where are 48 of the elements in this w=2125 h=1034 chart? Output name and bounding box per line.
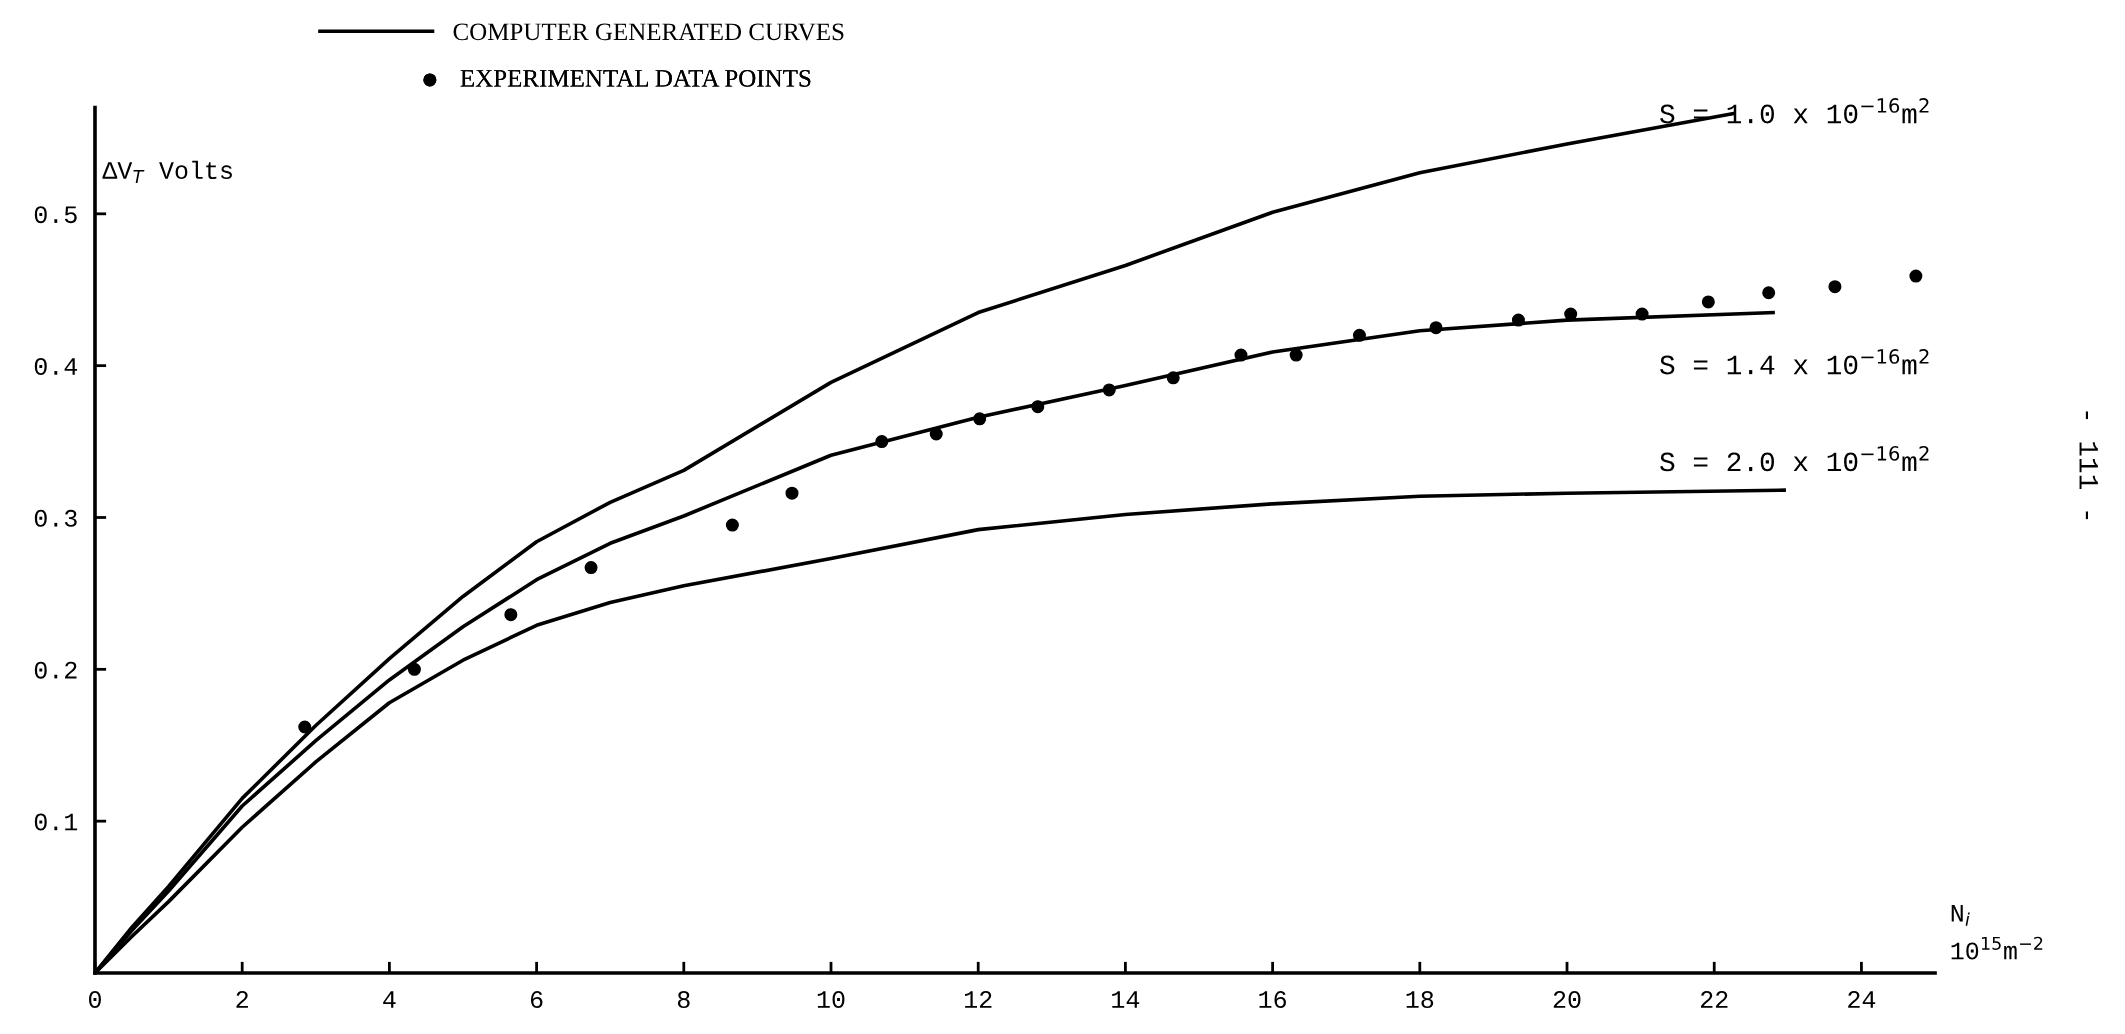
point (1701, 295, 1715, 309)
y-tick-label: 0.1 (34, 813, 78, 831)
point (875, 435, 889, 449)
point (407, 662, 421, 676)
annotation: S = 1.4 x 10$^{−16}$m$^{2}$ (1660, 349, 1929, 375)
legend-label: COMPUTER GENERATED CURVES (453, 23, 844, 41)
point (1102, 383, 1116, 397)
x-tick-label: 22 (1700, 991, 1728, 1008)
y-tick-label: 0.5 (34, 206, 77, 224)
point (1429, 321, 1443, 335)
point (1909, 269, 1923, 283)
x-tick-label: 6 (530, 991, 543, 1009)
point (1166, 371, 1180, 385)
point (504, 608, 518, 622)
point (1031, 400, 1045, 414)
x-tick-label: 2 (236, 991, 248, 1008)
point (1635, 307, 1649, 321)
point (1564, 307, 1578, 321)
point (785, 486, 799, 500)
x-tick-label: 12 (965, 991, 992, 1008)
point (298, 720, 312, 734)
x-tick-label: 0 (89, 991, 101, 1009)
point (1234, 348, 1248, 362)
legend-label: EXPERIMENTAL DATA POINTS (460, 69, 811, 87)
x-tick-label: 18 (1406, 991, 1434, 1009)
point (584, 561, 598, 575)
annotation: S = 2.0 x 10$^{−16}$m$^{2}$ (1660, 446, 1929, 472)
point (1828, 280, 1842, 294)
point (1352, 328, 1366, 342)
point (1762, 286, 1776, 300)
y-axis-title: ΔV$_{T}$ Volts (102, 160, 232, 183)
point (725, 518, 739, 532)
x-tick-label: 8 (677, 991, 690, 1009)
y-tick-label: 0.4 (34, 357, 78, 375)
x-tick-label: 20 (1553, 991, 1581, 1009)
point (929, 427, 943, 441)
x-tick-label: 16 (1259, 991, 1286, 1009)
point (973, 412, 987, 426)
x-tick-label: 10 (817, 991, 845, 1009)
x-axis-title: N$_{i}$ 10$^{15}$m$^{−2}$ (1951, 905, 2043, 960)
y-tick-label: 0.3 (34, 509, 77, 527)
x-tick-label: 4 (383, 991, 396, 1008)
x-tick-label: 14 (1112, 991, 1140, 1008)
y-tick-label: 0.2 (34, 661, 77, 679)
text: - 111 - (2079, 411, 2098, 520)
point (1289, 348, 1303, 362)
x-tick-label: 24 (1848, 991, 1876, 1008)
point (1511, 313, 1525, 327)
